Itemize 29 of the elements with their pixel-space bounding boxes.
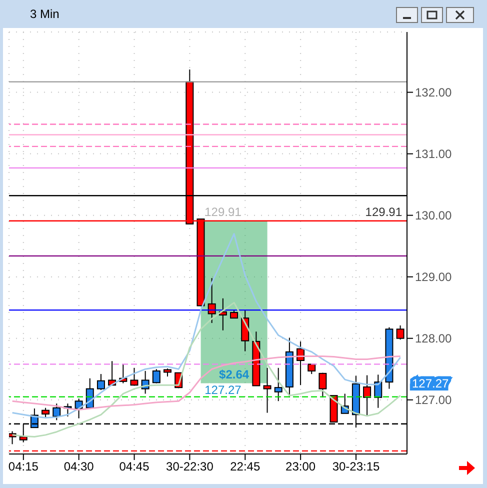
candlestick	[152, 368, 160, 384]
y-tick-label: 127.00	[415, 393, 452, 408]
chart-title: 3 Min	[30, 7, 60, 21]
x-tick-label: 22:45	[230, 460, 260, 474]
ref-line-label: 129.91	[365, 204, 402, 219]
annotation: $2.64	[219, 367, 250, 382]
y-tick-label: 129.00	[415, 270, 452, 284]
annotation: 129.91	[204, 204, 242, 219]
x-tick-label: 30-22:30	[166, 460, 214, 474]
x-tick-label: 30-23:15	[332, 460, 380, 474]
y-tick-label: 131.00	[415, 147, 452, 162]
x-tick-label: 04:15	[8, 460, 39, 474]
candlestick	[318, 372, 327, 398]
candlestick	[42, 407, 50, 419]
candlestick	[96, 374, 105, 391]
candlestick	[130, 367, 138, 386]
candlestick	[363, 374, 372, 417]
candlestick	[241, 310, 250, 352]
candlestick	[52, 403, 61, 421]
x-tick-label: 04:45	[119, 460, 150, 474]
x-tick-label: 04:30	[64, 460, 94, 474]
y-tick-label: 130.00	[415, 208, 452, 223]
annotation: 127.27	[204, 382, 242, 397]
candlestick	[396, 324, 404, 340]
x-tick-label: 23:00	[286, 460, 316, 474]
y-tick-label: 128.00	[415, 332, 452, 346]
candlestick	[263, 367, 272, 414]
candlestick	[274, 367, 282, 402]
y-tick-label: 132.00	[415, 86, 452, 100]
